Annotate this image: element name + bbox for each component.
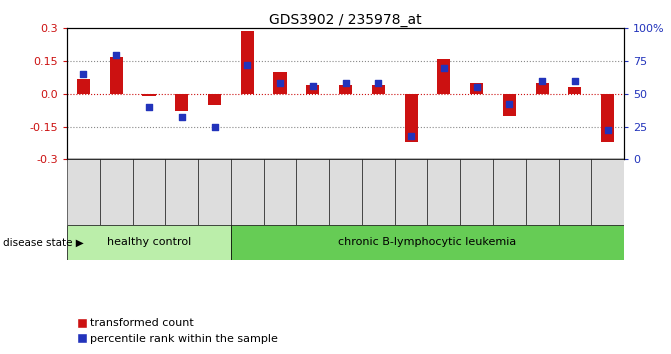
Bar [208,94,221,105]
Point [274,80,285,86]
Bar [198,159,231,225]
Bar [503,94,516,116]
Bar [405,94,417,142]
Point [111,52,121,57]
Point [144,104,154,110]
Bar [274,72,287,94]
Point [570,78,580,84]
Bar [526,159,558,225]
Point [406,133,417,138]
Bar [372,85,385,94]
Bar [362,159,395,225]
Bar [142,94,156,96]
Bar [437,59,450,94]
Title: GDS3902 / 235978_at: GDS3902 / 235978_at [269,13,422,27]
Bar [67,159,100,225]
Point [340,80,351,86]
Bar [264,159,297,225]
Bar [395,159,427,225]
Point [78,72,89,77]
Point [209,124,220,130]
Bar [460,159,493,225]
Bar [175,94,189,111]
Bar [329,159,362,225]
Bar [535,83,549,94]
Point [537,78,548,84]
Legend: transformed count, percentile rank within the sample: transformed count, percentile rank withi… [72,314,282,348]
Bar [231,159,264,225]
Bar [231,225,624,260]
Bar [306,85,319,94]
Bar [100,159,133,225]
Bar [558,159,591,225]
Text: healthy control: healthy control [107,238,191,247]
Text: disease state ▶: disease state ▶ [3,238,84,247]
Bar [568,87,582,94]
Point [307,83,318,89]
Text: chronic B-lymphocytic leukemia: chronic B-lymphocytic leukemia [338,238,517,247]
Point [242,62,253,68]
Bar [470,83,483,94]
Point [603,128,613,133]
Bar [133,159,165,225]
Point [438,65,449,70]
Bar [339,85,352,94]
Bar [493,159,526,225]
Bar [591,159,624,225]
Bar [241,30,254,94]
Point [471,85,482,90]
Point [176,115,187,120]
Bar [427,159,460,225]
Point [373,80,384,86]
Bar [601,94,614,142]
Bar [297,159,329,225]
Bar [77,79,90,94]
Point [504,102,515,107]
Bar [67,225,231,260]
Bar [109,57,123,94]
Bar [165,159,198,225]
